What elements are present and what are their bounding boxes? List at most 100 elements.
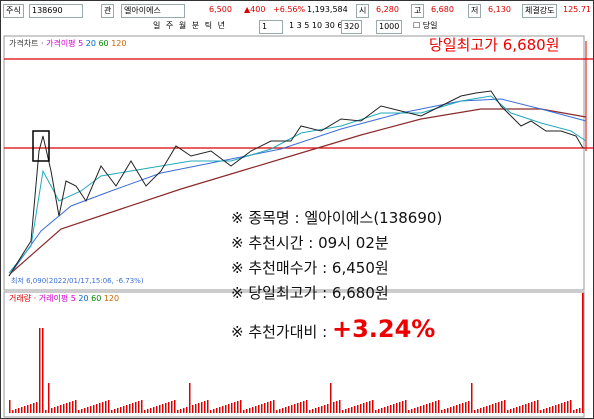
period-tab[interactable]: 년	[217, 21, 225, 30]
minute-button[interactable]: 10	[311, 21, 323, 30]
volume-bar	[27, 405, 29, 413]
volume-bar	[348, 408, 350, 413]
volume-bar	[42, 328, 44, 413]
volume-bar	[207, 400, 209, 413]
volume-bar	[24, 406, 26, 413]
interval-select[interactable]: 1	[259, 20, 283, 34]
period-tab[interactable]: 일	[153, 21, 161, 30]
minute-button[interactable]: 3	[296, 21, 302, 30]
volume-bar	[18, 408, 20, 413]
period-tab[interactable]: 틱	[204, 21, 213, 30]
market-select[interactable]: 주식	[3, 4, 24, 18]
volume-bar	[402, 401, 404, 413]
volume-bar	[162, 404, 164, 413]
volume-bar	[363, 403, 365, 413]
volume-bar	[291, 405, 293, 413]
rate: +6.56%	[273, 5, 306, 14]
ma-20	[8, 95, 587, 274]
ma-item: 5	[70, 294, 76, 303]
minute-button[interactable]: 1	[289, 21, 295, 30]
volume-bar	[459, 404, 461, 413]
watch-button[interactable]: 관	[101, 4, 115, 18]
volume-bar	[213, 409, 215, 413]
volume-bar	[429, 403, 431, 413]
volume-bar	[336, 401, 338, 413]
volume-bar	[240, 400, 242, 413]
period-tab[interactable]: 주	[165, 21, 174, 30]
volume-bar	[252, 407, 254, 413]
change: ▲400	[244, 5, 266, 14]
volume-bar	[279, 409, 281, 413]
volume-bar	[183, 408, 185, 413]
volume-bar	[93, 405, 95, 413]
price-panel	[3, 35, 585, 291]
volume-bar	[153, 407, 155, 413]
low-label: 저	[468, 4, 482, 18]
volume-bar	[177, 410, 179, 413]
volume-bar	[264, 403, 266, 413]
ma-item: 5	[78, 39, 84, 48]
volume-bar	[540, 410, 542, 413]
volume-bar	[99, 403, 101, 413]
strength-label: 체결강도	[522, 4, 558, 18]
volume-bar	[327, 404, 329, 413]
volume-bar	[138, 401, 140, 413]
volume-bar	[294, 404, 296, 413]
volume-bar	[270, 401, 272, 413]
volume-bar	[324, 405, 326, 413]
volume-bar	[504, 400, 506, 413]
volume-bar	[507, 410, 509, 413]
ma-item: 60	[91, 294, 102, 303]
volume-bar	[12, 410, 14, 413]
volume-bar	[516, 407, 518, 413]
volume-bar	[204, 401, 206, 413]
volume-bar	[189, 383, 191, 413]
volume-bar	[39, 328, 41, 413]
ma-60	[8, 98, 587, 277]
annotation-line: ※ 추천시간 : 09시 02분	[231, 234, 389, 252]
volume-bar	[249, 408, 251, 413]
volume-bar	[423, 405, 425, 413]
minute-button[interactable]: 5	[304, 21, 310, 30]
high-label: 고	[411, 4, 425, 18]
count-input[interactable]: 320	[341, 20, 363, 34]
volume-bar	[81, 409, 83, 413]
volume-bar	[78, 410, 80, 413]
volume-bar	[519, 406, 521, 413]
low: 6,130	[488, 5, 511, 14]
volume-bar	[414, 408, 416, 413]
volume-bar	[555, 405, 557, 413]
volume-bar	[432, 402, 434, 413]
volume-bar	[381, 408, 383, 413]
volume-bar	[384, 407, 386, 413]
volume-bar	[375, 410, 377, 413]
volume-bar	[87, 407, 89, 413]
period-tab[interactable]: 월	[178, 21, 187, 30]
volume-bar	[246, 409, 248, 413]
volume-bars	[9, 293, 584, 413]
volume-bar	[300, 402, 302, 413]
panel-title: 거래량	[9, 294, 32, 303]
volume-bar	[54, 407, 56, 413]
volume-bar	[549, 407, 551, 413]
volume-bar	[465, 402, 467, 413]
volume-bar	[495, 403, 497, 413]
volume-bar	[369, 401, 371, 413]
period-tab[interactable]: 분	[191, 21, 200, 30]
volume-bar	[456, 405, 458, 413]
volume-bar	[579, 408, 581, 413]
total-input[interactable]: 1000	[376, 20, 403, 34]
low-note: 최저 6,090(2022/01/17,15:06, -6.73%)	[11, 277, 144, 285]
volume-bar	[147, 409, 149, 413]
volume-bar	[96, 404, 98, 413]
volume-bar	[219, 407, 221, 413]
volume-bar	[243, 410, 245, 413]
today-check[interactable]: ☐ 당일	[413, 21, 438, 30]
minute-button[interactable]: 30	[324, 21, 335, 30]
ma-item: 120	[103, 294, 120, 303]
code-input[interactable]: 138690	[29, 4, 83, 18]
volume-bar	[522, 405, 524, 413]
volume-bar	[330, 383, 332, 413]
volume-bar	[396, 403, 398, 413]
volume-bar	[510, 409, 512, 413]
